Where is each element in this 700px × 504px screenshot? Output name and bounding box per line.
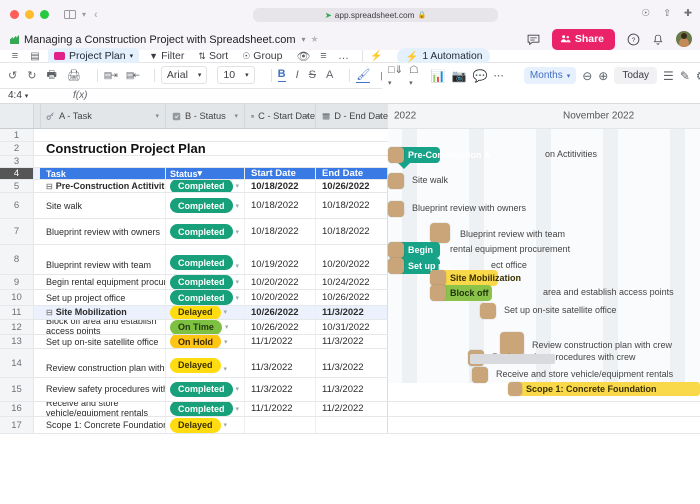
svg-text:?: ? [632, 37, 636, 44]
